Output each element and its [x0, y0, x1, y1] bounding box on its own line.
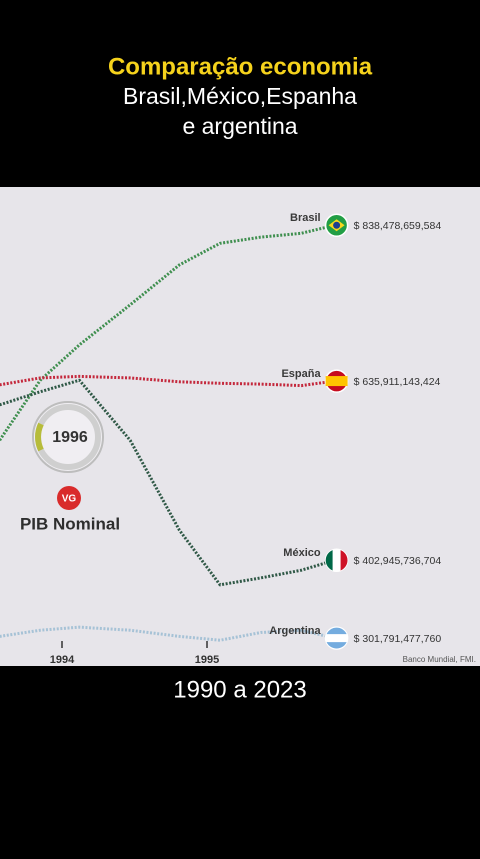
series-line	[0, 374, 335, 388]
flag-icon	[324, 626, 349, 650]
flag	[326, 642, 347, 649]
source: Banco Mundial, FMI.	[403, 655, 476, 664]
flag-icon	[324, 213, 349, 237]
flag	[340, 550, 348, 571]
x-tick-label: 1994	[50, 654, 75, 666]
subtitle: Brasil,México,Espanha	[123, 83, 357, 109]
year-badge: 1996	[52, 429, 88, 446]
value-label: $ 301,791,477,760	[354, 633, 442, 645]
flag	[325, 550, 333, 571]
year-badge-ring	[32, 401, 104, 473]
chart-label: PIB Nominal	[20, 514, 120, 533]
flag	[326, 627, 347, 635]
series-line	[0, 625, 335, 642]
caption: 1990 a 2023	[173, 676, 306, 703]
series-name: España	[281, 368, 321, 380]
series-line	[0, 223, 335, 442]
value-label: $ 402,945,736,704	[354, 555, 442, 567]
flag	[333, 221, 341, 229]
x-tick-label: 1995	[195, 654, 219, 666]
title: Comparação economia	[108, 53, 373, 80]
plot: 1994 1995 Brasil $ 838,478,659,584 España $ 6…	[0, 212, 441, 666]
series-line	[0, 378, 336, 587]
series-name: Argentina	[269, 625, 321, 637]
value-label: $ 838,478,659,584	[354, 220, 442, 232]
subtitle: e argentina	[182, 113, 297, 139]
flag-icon	[324, 548, 349, 573]
value-label: $ 635,911,143,424	[354, 376, 441, 388]
flag	[325, 376, 348, 387]
year-badge-progress	[35, 422, 44, 452]
logo-circle	[57, 486, 81, 510]
logo: VG	[62, 494, 77, 505]
series-name: Brasil	[290, 212, 321, 224]
series-name: México	[283, 547, 321, 559]
flag-icon	[324, 369, 349, 393]
